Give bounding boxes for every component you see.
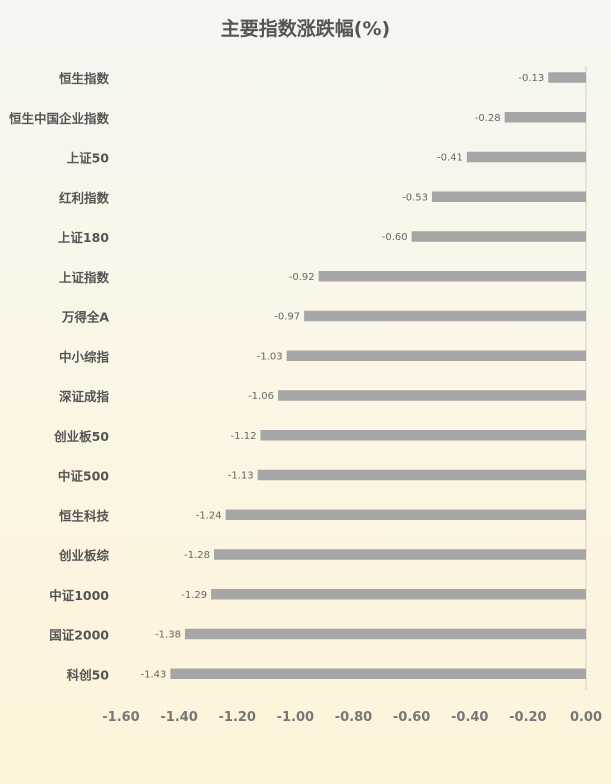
- data-label: -0.13: [518, 73, 544, 84]
- category-label: 深证成指: [59, 389, 110, 404]
- bar: [257, 469, 586, 481]
- category-label: 红利指数: [59, 190, 110, 205]
- category-label: 上证180: [58, 230, 109, 245]
- category-label: 恒生中国企业指数: [9, 111, 110, 126]
- data-label: -1.28: [184, 550, 210, 561]
- data-label: -0.92: [289, 272, 315, 283]
- chart-title: 主要指数涨跌幅(%): [220, 18, 391, 40]
- x-tick-label: -0.80: [335, 710, 372, 725]
- data-label: -0.28: [475, 113, 501, 124]
- bar: [260, 430, 586, 441]
- x-tick-label: -1.60: [102, 710, 139, 725]
- bar: [318, 271, 586, 282]
- category-label: 中证1000: [49, 588, 109, 603]
- data-label: -0.41: [437, 153, 463, 164]
- category-label: 中小综指: [59, 349, 110, 364]
- data-label: -1.24: [196, 510, 222, 521]
- bar: [466, 151, 586, 163]
- category-label: 恒生科技: [59, 508, 110, 523]
- bar: [548, 72, 586, 83]
- bar: [411, 231, 586, 242]
- bar: [211, 589, 586, 600]
- x-tick-label: -1.20: [219, 710, 256, 725]
- data-labels-group: -0.13 -0.28 -0.41 -0.53 -0.60 -0.92 -0.97 -1.03…: [141, 73, 545, 680]
- data-label: -1.38: [155, 630, 181, 641]
- category-label: 创业板50: [53, 429, 109, 444]
- data-label: -0.97: [274, 312, 300, 323]
- category-label: 中证500: [58, 469, 109, 484]
- category-label: 国证2000: [49, 628, 109, 643]
- bar: [170, 668, 586, 679]
- x-tick-label: -0.60: [393, 710, 430, 725]
- data-label: -0.53: [402, 192, 428, 203]
- bar: [504, 112, 586, 123]
- x-tick-label: 0.00: [570, 710, 602, 725]
- x-tick-label: -1.40: [160, 710, 197, 725]
- data-label: -1.29: [181, 590, 207, 601]
- data-label: -1.06: [248, 391, 274, 402]
- bars-group: [170, 72, 586, 679]
- bar: [304, 310, 586, 322]
- category-label: 恒生指数: [59, 71, 110, 86]
- data-label: -1.12: [231, 431, 257, 442]
- bar: [431, 191, 586, 202]
- category-label: 上证50: [67, 151, 110, 166]
- category-label: 上证指数: [59, 270, 110, 285]
- category-label: 创业板综: [58, 548, 110, 563]
- category-label: 万得全A: [61, 310, 110, 325]
- x-axis-ticks-group: -1.60 -1.40 -1.20 -1.00 -0.80 -0.60 -0.40 -0.20…: [102, 710, 602, 725]
- x-tick-label: -0.20: [509, 710, 546, 725]
- bar: [184, 628, 586, 640]
- x-tick-label: -1.00: [277, 710, 314, 725]
- data-label: -1.03: [257, 351, 283, 362]
- bar: [277, 390, 586, 401]
- category-label: 科创50: [67, 667, 110, 682]
- bar: [225, 509, 586, 520]
- data-label: -0.60: [382, 232, 408, 243]
- x-tick-label: -0.40: [451, 710, 488, 725]
- bar: [286, 350, 586, 361]
- data-label: -1.43: [141, 669, 167, 680]
- data-label: -1.13: [228, 471, 254, 482]
- bar: [214, 549, 586, 560]
